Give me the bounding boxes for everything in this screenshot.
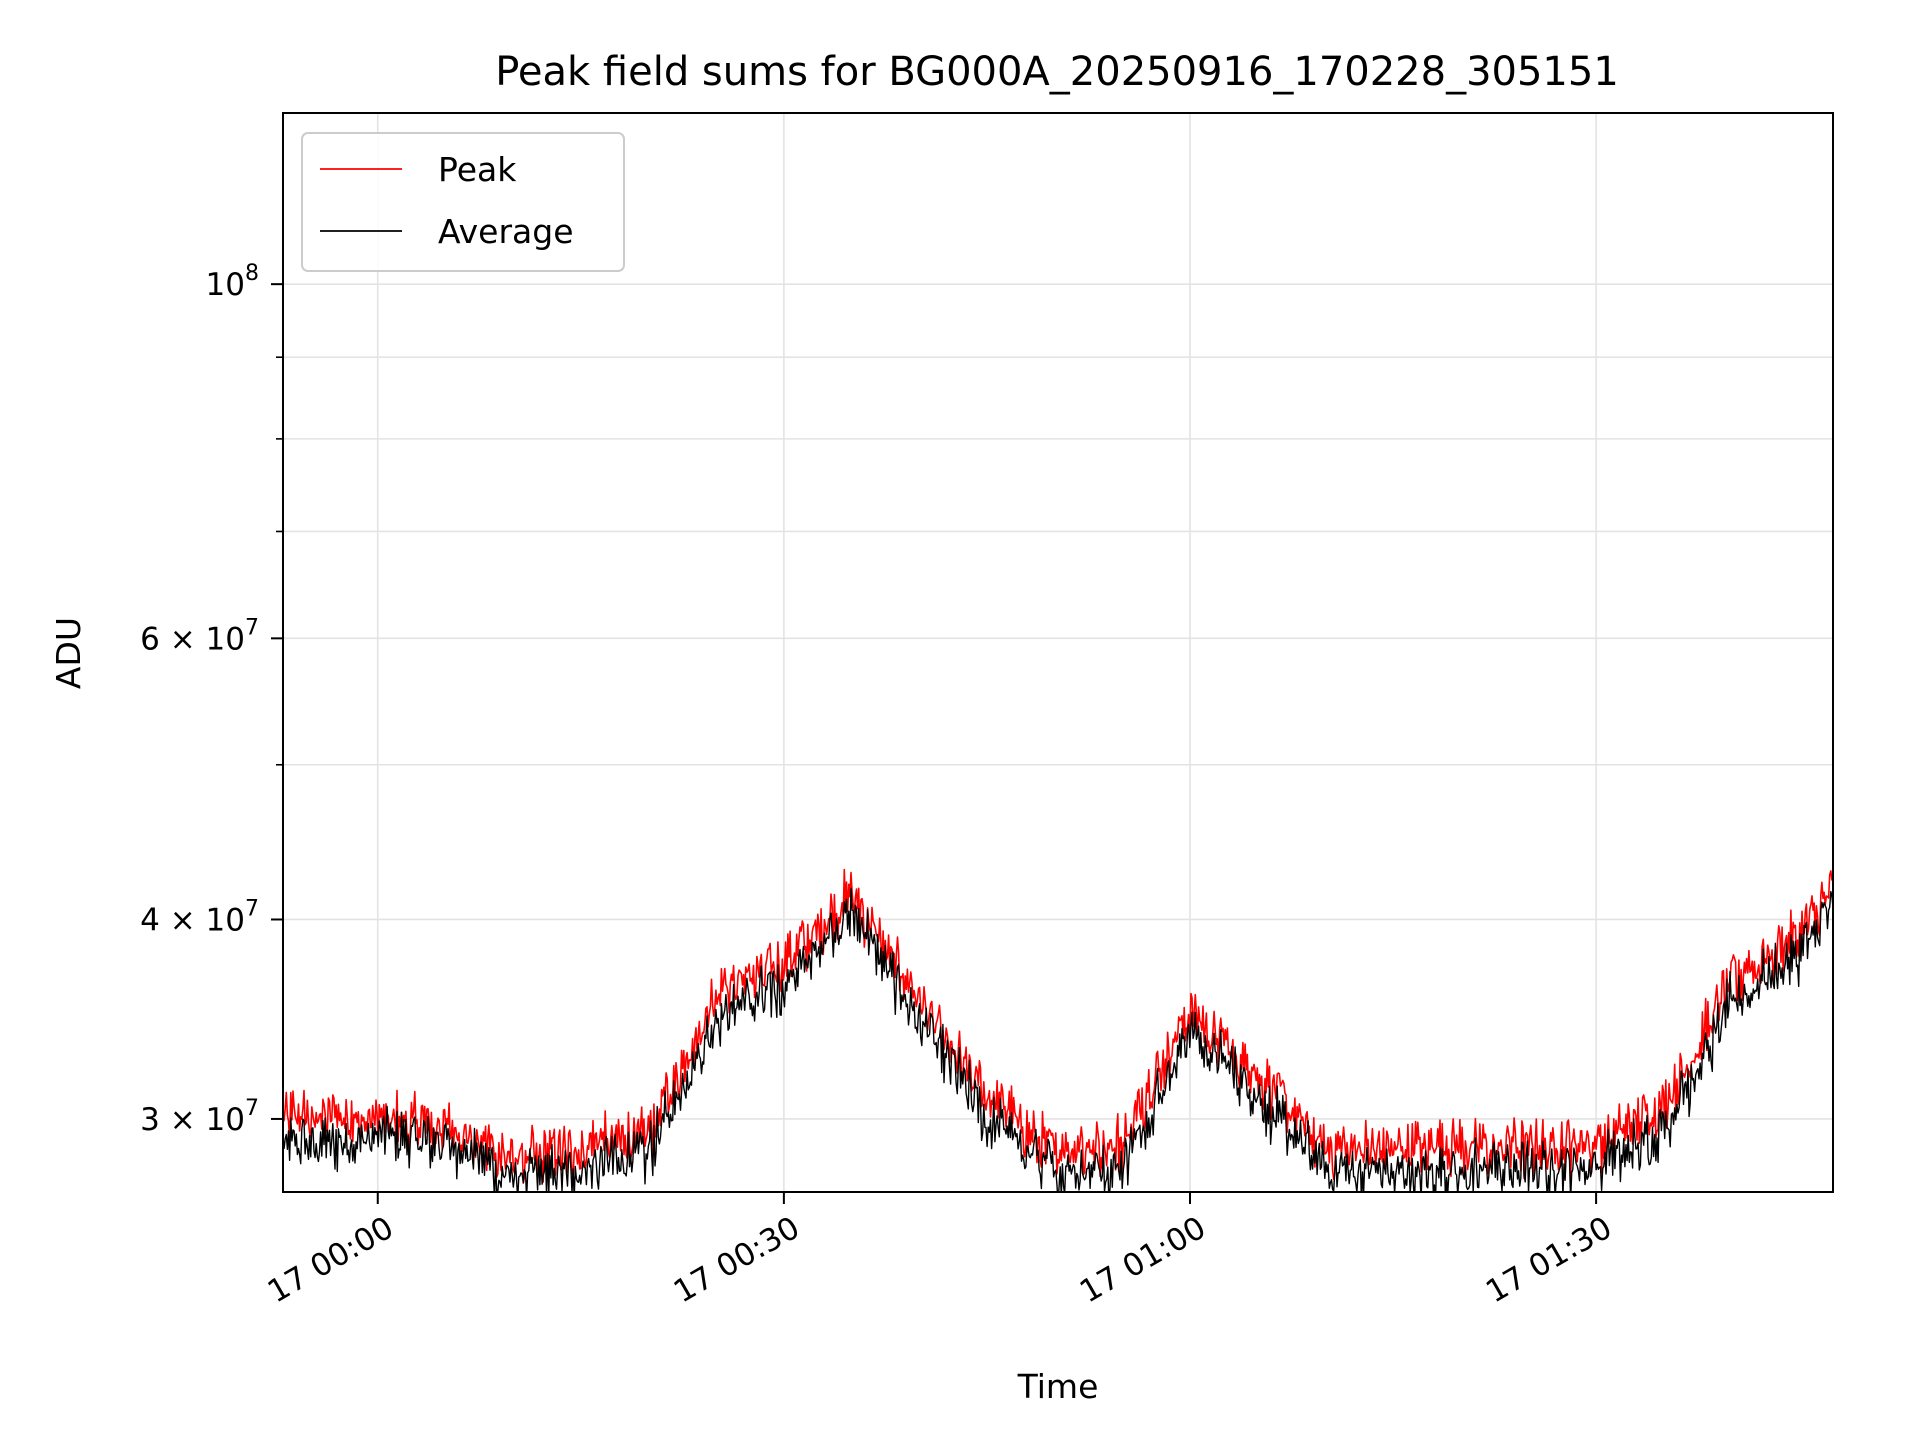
chart-title: Peak field sums for BG000A_20250916_1702…: [495, 49, 1619, 95]
y-tick-label-base: 6 × 10: [140, 621, 245, 657]
y-tick-label-exp: 7: [245, 615, 259, 640]
grid: [283, 113, 1833, 1192]
y-tick-label: 108: [206, 261, 259, 303]
legend-label-average: Average: [438, 212, 574, 251]
y-tick-label: 3 × 107: [140, 1096, 259, 1138]
y-tick-label-exp: 8: [245, 261, 259, 286]
series-layer: [283, 868, 1833, 1192]
y-tick-label: 6 × 107: [140, 615, 259, 657]
plot-frame: [282, 112, 1834, 1193]
y-tick-label-exp: 7: [245, 896, 259, 921]
y-tick-label-base: 3 × 10: [140, 1102, 245, 1138]
x-axis-label: Time: [1017, 1367, 1099, 1406]
legend: Peak Average: [301, 132, 625, 272]
series-line-average: [283, 887, 1833, 1192]
y-tick-label-base: 10: [206, 267, 245, 303]
legend-label-peak: Peak: [438, 150, 517, 189]
y-axis-label: ADU: [49, 617, 88, 689]
y-tick-label-base: 4 × 10: [140, 902, 245, 938]
y-tick-label-exp: 7: [245, 1096, 259, 1121]
y-tick-label: 4 × 107: [140, 896, 259, 938]
legend-box: [301, 132, 625, 272]
